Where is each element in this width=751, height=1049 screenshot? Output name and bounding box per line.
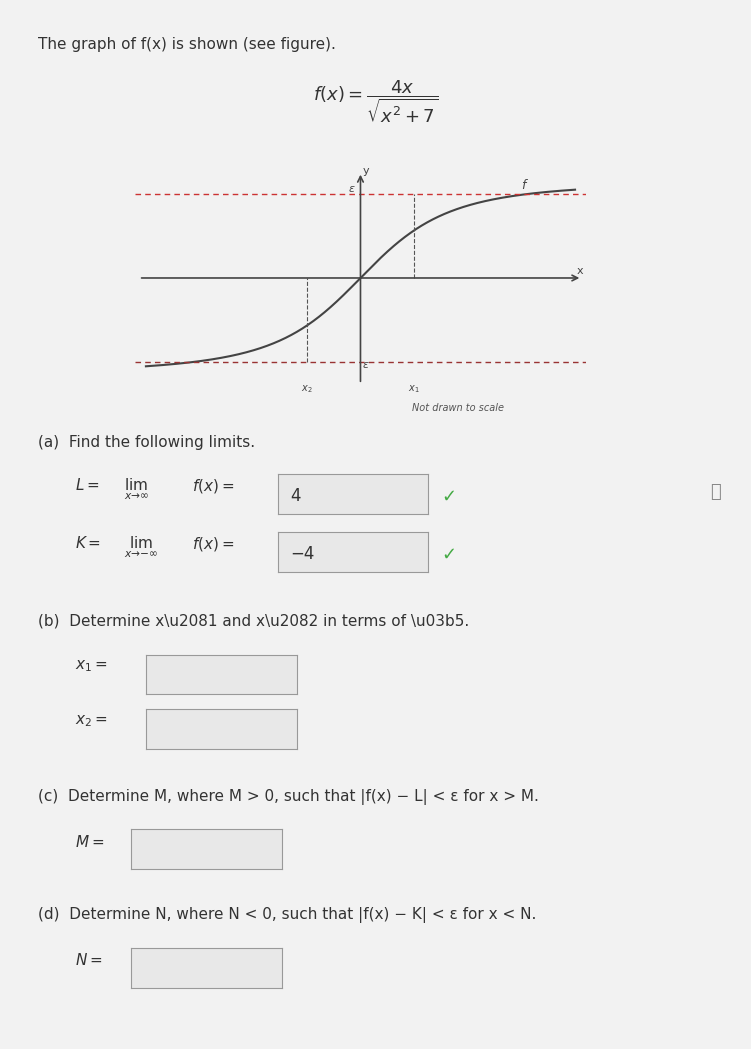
Text: ✓: ✓ bbox=[442, 545, 457, 563]
Text: Not drawn to scale: Not drawn to scale bbox=[412, 403, 503, 412]
Text: (d)  Determine N, where N < 0, such that |f(x) − K| < ε for x < N.: (d) Determine N, where N < 0, such that … bbox=[38, 907, 536, 923]
Text: $f(x) =$: $f(x) =$ bbox=[192, 477, 234, 495]
Text: (c)  Determine M, where M > 0, such that |f(x) − L| < ε for x > M.: (c) Determine M, where M > 0, such that … bbox=[38, 789, 538, 805]
Text: $x_1 =$: $x_1 =$ bbox=[75, 659, 108, 675]
Text: (b)  Determine x\u2081 and x\u2082 in terms of \u03b5.: (b) Determine x\u2081 and x\u2082 in ter… bbox=[38, 614, 469, 628]
Text: The graph of f(x) is shown (see figure).: The graph of f(x) is shown (see figure). bbox=[38, 37, 336, 51]
Text: $x_1$: $x_1$ bbox=[409, 383, 420, 395]
Text: $K = $: $K = $ bbox=[75, 535, 101, 551]
Text: $N =$: $N =$ bbox=[75, 952, 103, 968]
Text: $\varepsilon$: $\varepsilon$ bbox=[362, 361, 370, 370]
Text: −4: −4 bbox=[290, 544, 314, 562]
Text: x: x bbox=[577, 266, 584, 276]
Text: 4: 4 bbox=[290, 487, 300, 505]
Text: $x_2$: $x_2$ bbox=[301, 383, 312, 395]
Text: $\lim_{x \to \infty}$: $\lim_{x \to \infty}$ bbox=[124, 477, 149, 502]
Text: $f(x) = \dfrac{4x}{\sqrt{x^2 + 7}}$: $f(x) = \dfrac{4x}{\sqrt{x^2 + 7}}$ bbox=[313, 79, 438, 126]
Text: $x_2 =$: $x_2 =$ bbox=[75, 713, 108, 729]
Text: (a)  Find the following limits.: (a) Find the following limits. bbox=[38, 435, 255, 450]
Text: $\varepsilon$: $\varepsilon$ bbox=[348, 185, 355, 194]
Text: $f(x) =$: $f(x) =$ bbox=[192, 535, 234, 553]
Text: $M =$: $M =$ bbox=[75, 834, 104, 850]
Text: y: y bbox=[363, 166, 369, 176]
Text: $L = $: $L = $ bbox=[75, 477, 100, 493]
Text: ✓: ✓ bbox=[442, 488, 457, 506]
Text: $\lim_{x \to -\infty}$: $\lim_{x \to -\infty}$ bbox=[124, 535, 158, 560]
Text: ⓘ: ⓘ bbox=[710, 483, 721, 500]
Text: $f$: $f$ bbox=[521, 177, 529, 192]
